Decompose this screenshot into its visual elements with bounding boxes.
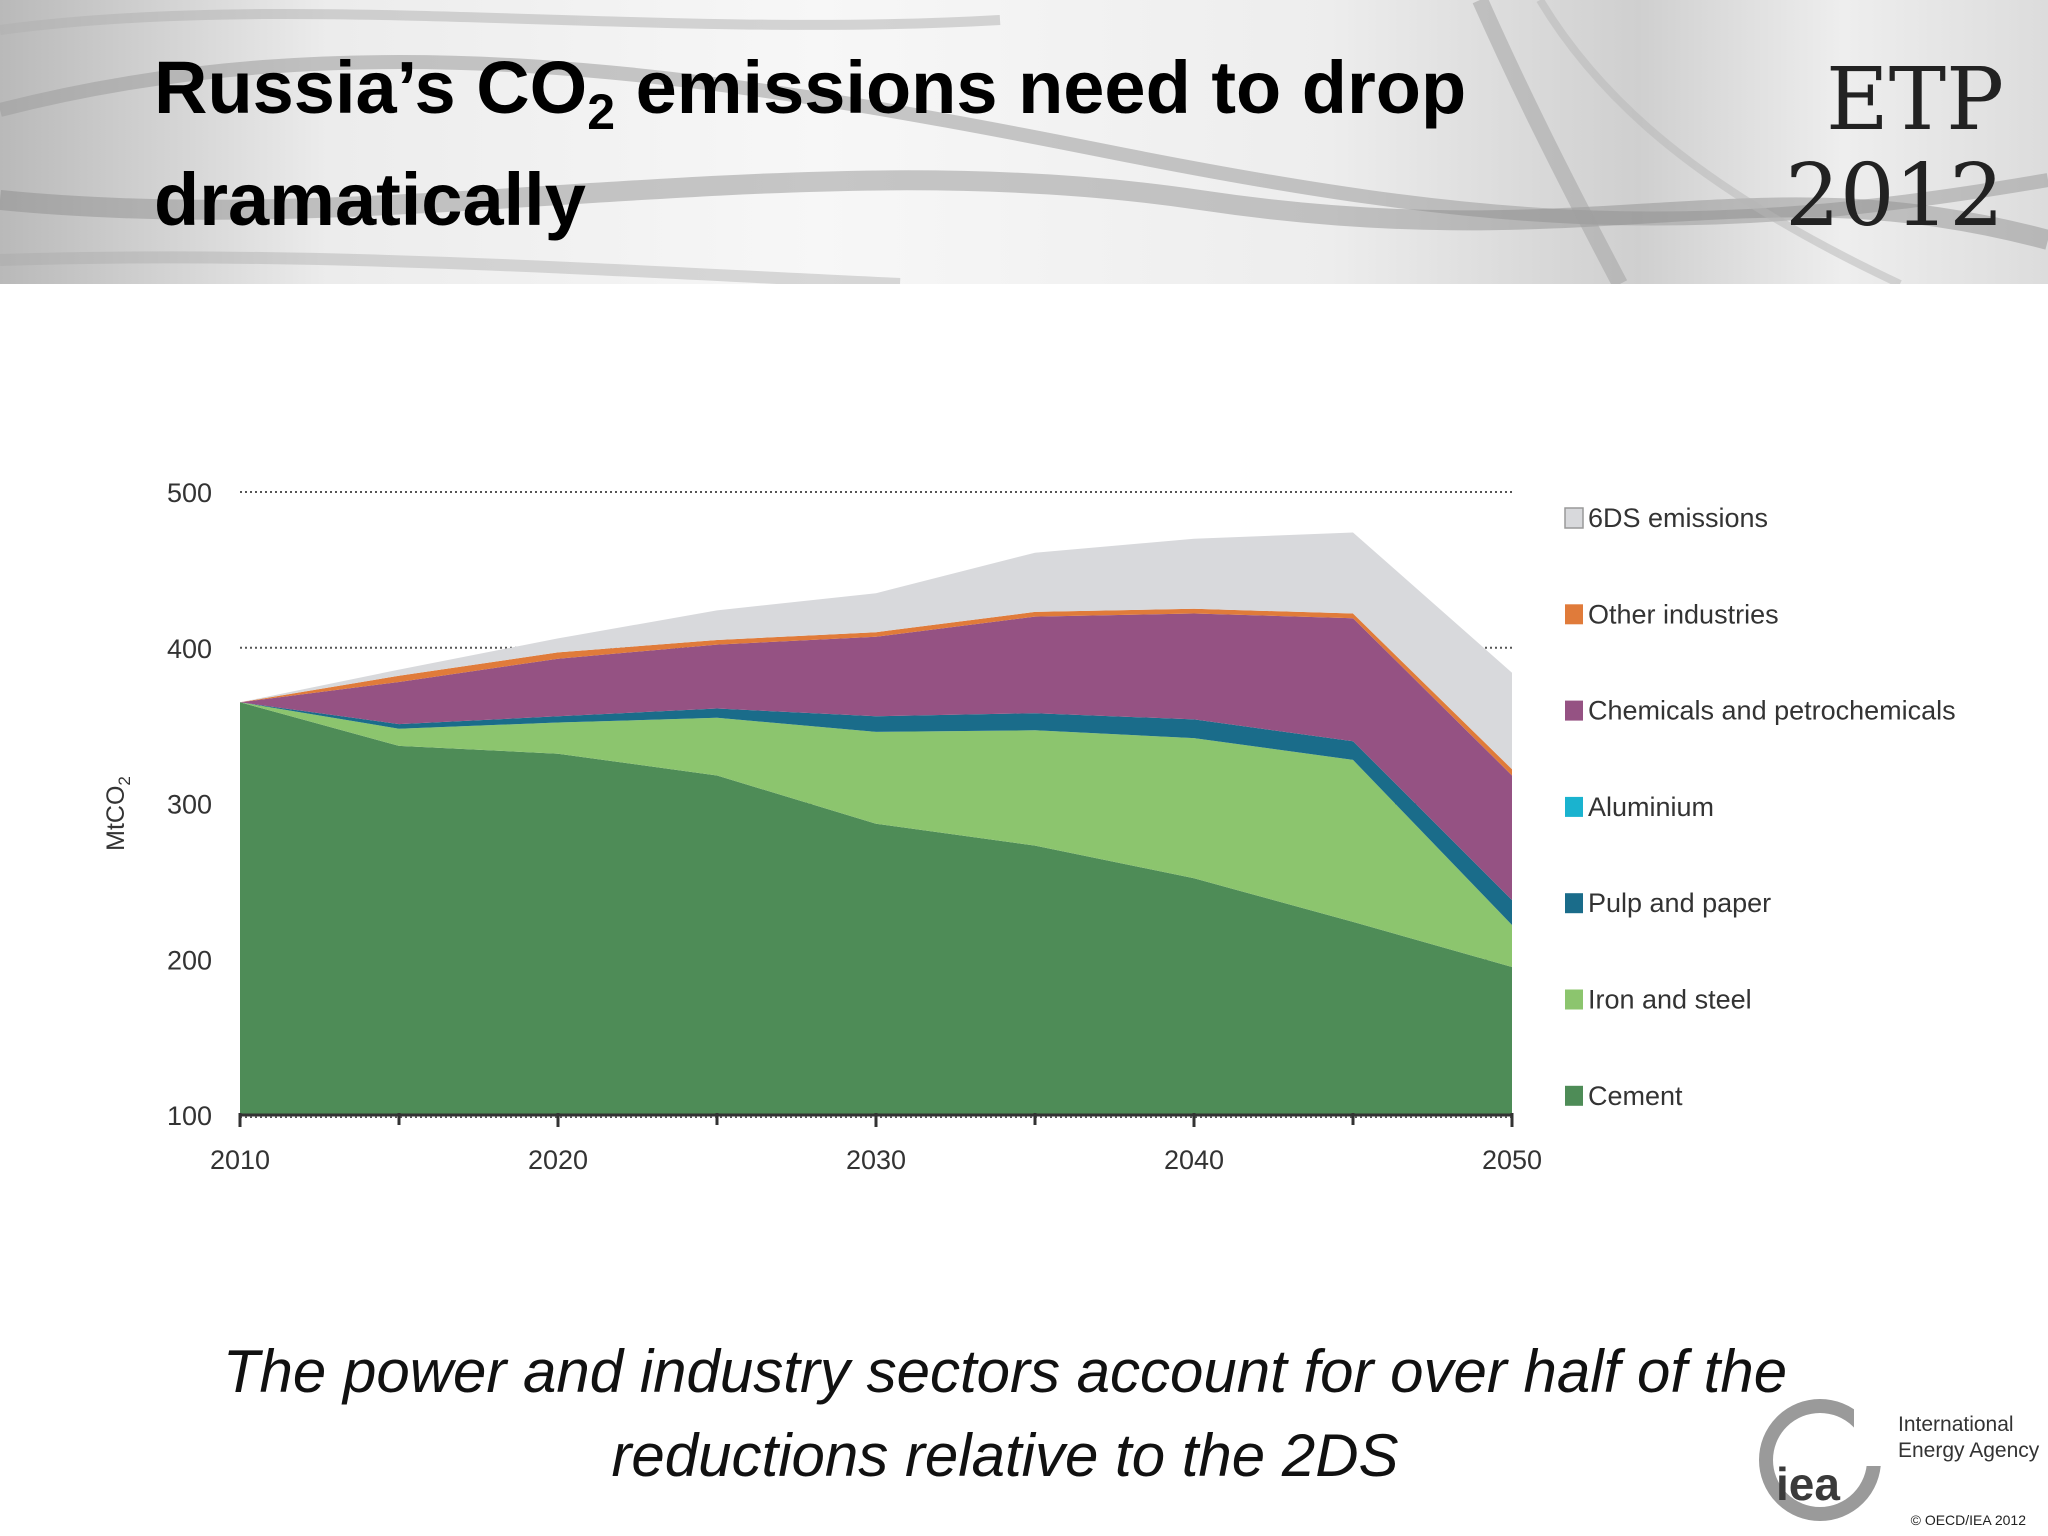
title-suffix: emissions need to drop dramatically: [154, 46, 1467, 241]
legend-label-cement: Cement: [1588, 1081, 1683, 1111]
legend-swatch-iron-and-steel: [1565, 989, 1583, 1010]
area-cement: [240, 702, 1512, 1115]
legend-swatch-chemicals-and-petrochemicals: [1565, 700, 1583, 721]
legend-label-aluminium: Aluminium: [1588, 792, 1714, 822]
title-banner: Russia’s CO2 emissions need to drop dram…: [0, 0, 2048, 284]
x-tick-label-2040: 2040: [1164, 1145, 1224, 1175]
y-tick-label-200: 200: [167, 945, 212, 975]
legend-label-other-industries: Other industries: [1588, 599, 1779, 629]
x-tick-label-2010: 2010: [210, 1145, 270, 1175]
y-axis-label: MtCO2: [102, 776, 134, 851]
copyright-notice: © OECD/IEA 2012: [1910, 1512, 2026, 1528]
x-tick-label-2030: 2030: [846, 1145, 906, 1175]
brand-line-1: ETP: [1825, 50, 2004, 150]
slide-title: Russia’s CO2 emissions need to drop dram…: [154, 36, 1654, 252]
emissions-chart: 2010 2020 2030 2040 2050 100 200 300 400 500 MtCO2…: [102, 478, 1956, 1175]
slide-caption: The power and industry sectors account f…: [222, 1338, 1788, 1489]
brand-line-2: 2012: [1785, 146, 2004, 246]
y-tick-label-300: 300: [167, 790, 212, 820]
banner-swirl-decoration: [0, 0, 2048, 284]
legend-label-chemicals-and-petrochemicals: Chemicals and petrochemicals: [1588, 696, 1956, 726]
title-subscript: 2: [587, 84, 616, 140]
iea-logo: iea: [1759, 1396, 1896, 1521]
area-chemicals-and-petrochemicals: [240, 613, 1512, 901]
etp-brand: ETP 2012: [1785, 52, 2004, 244]
area-iron-and-steel: [240, 702, 1512, 967]
y-tick-label-500: 500: [167, 478, 212, 508]
legend-swatch-other-industries: [1565, 604, 1583, 625]
y-tick-label-100: 100: [167, 1101, 212, 1131]
area-6ds-emissions: [240, 532, 1512, 770]
legend-label-6ds-emissions: 6DS emissions: [1588, 503, 1768, 533]
title-prefix: Russia’s CO: [154, 46, 588, 129]
legend-swatch-aluminium: [1565, 796, 1583, 817]
org-name-line-2: Energy Agency: [1898, 1439, 2040, 1462]
legend-label-iron-and-steel: Iron and steel: [1588, 985, 1752, 1015]
org-name: International Energy Agency: [1898, 1412, 2039, 1464]
org-name-line-1: International: [1898, 1413, 2014, 1436]
legend-label-pulp-and-paper: Pulp and paper: [1588, 888, 1771, 918]
x-tick-label-2050: 2050: [1482, 1145, 1542, 1175]
legend-swatch-6ds-emissions: [1564, 507, 1584, 529]
iea-logo-text: iea: [1776, 1458, 1840, 1510]
x-tick-label-2020: 2020: [528, 1145, 588, 1175]
legend-swatch-pulp-and-paper: [1565, 893, 1583, 914]
legend-swatch-cement: [1565, 1085, 1583, 1106]
y-tick-label-400: 400: [167, 634, 212, 664]
